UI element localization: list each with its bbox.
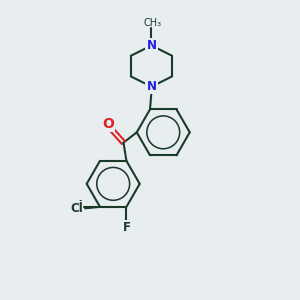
- Text: F: F: [122, 221, 130, 234]
- Text: O: O: [103, 117, 114, 131]
- Text: N: N: [146, 80, 157, 93]
- Text: CH₃: CH₃: [143, 17, 161, 28]
- Text: Cl: Cl: [70, 200, 83, 213]
- Text: N: N: [146, 39, 157, 52]
- Text: Cl: Cl: [70, 202, 83, 215]
